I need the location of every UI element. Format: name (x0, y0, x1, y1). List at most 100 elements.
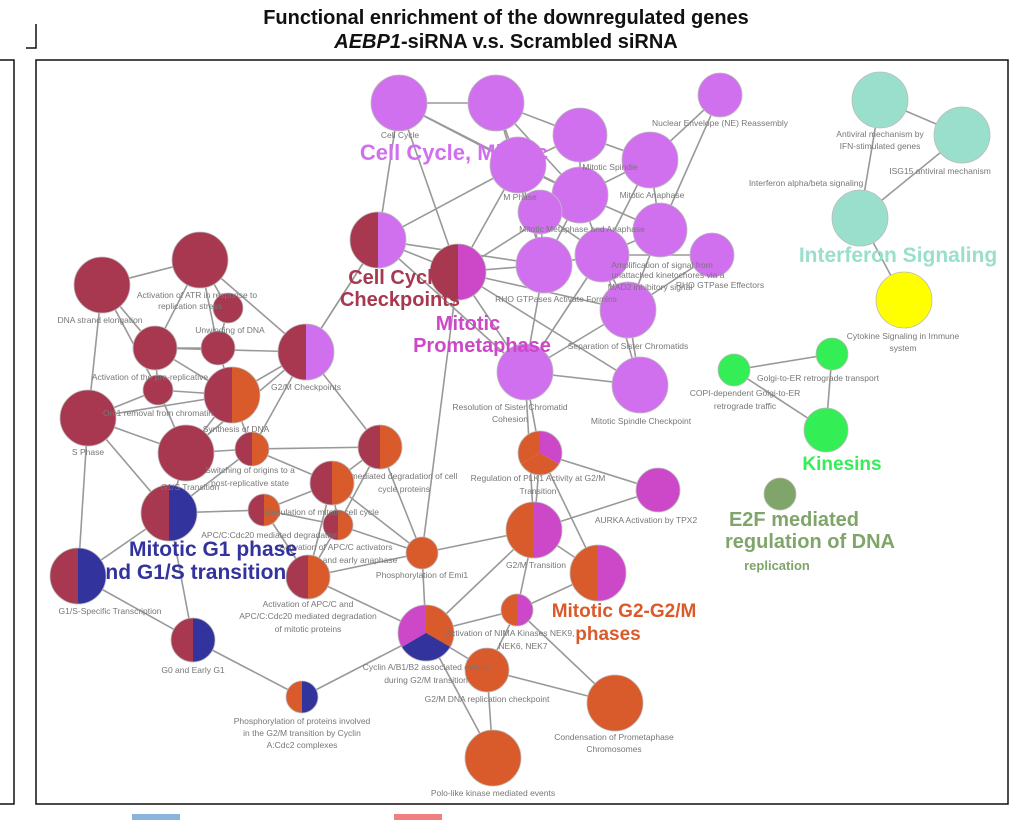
node-label: APC/C:Cdc20 mediated degradation (201, 530, 339, 540)
node-slice (380, 425, 402, 469)
node-slice (78, 548, 106, 604)
node-label: Condensation of Prometaphase (554, 732, 674, 742)
node-label: AURKA Activation by TPX2 (595, 515, 698, 525)
node-n25 (200, 330, 236, 366)
node-circle (489, 136, 547, 194)
node-outline (500, 593, 534, 627)
node-label: G2/M Transition (506, 560, 566, 570)
node-label: NEK6, NEK7 (498, 641, 547, 651)
node-slice (501, 594, 517, 626)
group-label: Kinesins (802, 454, 881, 475)
node-n10 (574, 227, 630, 283)
node-circle (132, 325, 178, 371)
node-n5 (489, 136, 547, 194)
node-slice (306, 324, 334, 380)
left-panel-frame (0, 59, 15, 805)
node-label: of mitotic proteins (275, 624, 342, 634)
node-n12 (689, 232, 735, 278)
node-label: Antiviral mechanism by (836, 129, 924, 139)
node-slice (518, 431, 540, 464)
group-label: Mitotic G1 phase (129, 538, 297, 561)
node-n23 (212, 292, 244, 324)
node-outline (140, 484, 198, 542)
node-circle (171, 231, 229, 289)
node-slice (310, 461, 332, 505)
node-n47 (464, 647, 510, 693)
node-slice (286, 681, 302, 713)
node-n1 (370, 74, 428, 132)
node-outline (349, 211, 407, 269)
node-slice (517, 594, 533, 626)
node-outline (429, 243, 487, 301)
node-label: Mitotic Spindle (582, 162, 638, 172)
node-slice (534, 502, 562, 558)
node-circle (574, 227, 630, 283)
node-slice (232, 367, 260, 423)
node-label: G0 and Early G1 (161, 665, 225, 675)
node-n40 (285, 680, 319, 714)
node-slice (338, 510, 353, 540)
legend-swatch-red (394, 814, 442, 820)
edge-n16-n17 (457, 271, 641, 386)
node-label: Golgi-to-ER retrograde transport (757, 373, 880, 383)
node-circle (599, 281, 657, 339)
node-n17 (611, 356, 669, 414)
node-slice (332, 461, 354, 505)
node-slice (430, 244, 458, 300)
node-slice (598, 545, 626, 601)
node-n31 (140, 484, 198, 542)
node-n54 (875, 271, 933, 329)
node-circle (621, 131, 679, 189)
node-slice (378, 212, 406, 268)
node-label: DNA strand elongation (57, 315, 142, 325)
node-label: Unwinding of DNA (195, 325, 265, 335)
node-n44 (505, 501, 563, 559)
node-label: APC/C:Cdc20 mediated degradation (239, 611, 377, 621)
node-n27 (59, 389, 117, 447)
network-frame (35, 59, 1009, 805)
node-outline (517, 430, 563, 476)
node-n48 (586, 674, 644, 732)
node-slice (302, 681, 318, 713)
node-label: Mitotic Metaphase and Anaphase (519, 224, 645, 234)
edge-n1-n16 (398, 102, 459, 273)
node-label: G1/S Transition (161, 482, 220, 492)
node-label: unattached kinetochores via a (612, 270, 725, 280)
node-label: Mitotic Spindle Checkpoint (591, 416, 692, 426)
node-n13 (599, 281, 657, 339)
node-label: Activation of APC/C and (263, 599, 354, 609)
node-n30 (234, 431, 270, 467)
node-label: Activation of the pre-replicative (92, 372, 208, 382)
node-n49 (464, 729, 522, 787)
node-circle (212, 292, 244, 324)
node-outline (322, 509, 354, 541)
node-circle (517, 189, 563, 235)
group-label: Mitotic (436, 313, 500, 335)
node-circle (586, 674, 644, 732)
node-outline (285, 554, 331, 600)
node-circle (717, 353, 751, 387)
node-label: Regulation of PLK1 Activity at G2/M (471, 473, 606, 483)
node-outline (49, 547, 107, 605)
node-label: Switching of origins to a (205, 465, 295, 475)
title-gene: AEBP1 (334, 31, 401, 53)
node-outline (505, 501, 563, 559)
node-label: mediated degradation of cell (351, 471, 458, 481)
node-label: Orc1 removal from chromatin (103, 408, 213, 418)
edge-n16-n39 (421, 271, 459, 554)
node-n2 (467, 74, 525, 132)
node-n22 (73, 256, 131, 314)
node-n9 (632, 202, 688, 258)
node-slice (248, 494, 264, 526)
node-n28 (203, 366, 261, 424)
network-nodes (49, 71, 991, 787)
node-n36 (247, 493, 281, 527)
node-n46 (500, 593, 534, 627)
node-n21 (171, 231, 229, 289)
node-label: Cyclin A/B1/B2 associated events (363, 662, 490, 672)
node-slice (398, 605, 426, 647)
node-label: replication stress (158, 301, 222, 311)
node-slice (350, 212, 378, 268)
edge-n1-n7 (398, 102, 581, 196)
title-line-2: AEBP1-siRNA v.s. Scrambled siRNA (0, 30, 1012, 54)
